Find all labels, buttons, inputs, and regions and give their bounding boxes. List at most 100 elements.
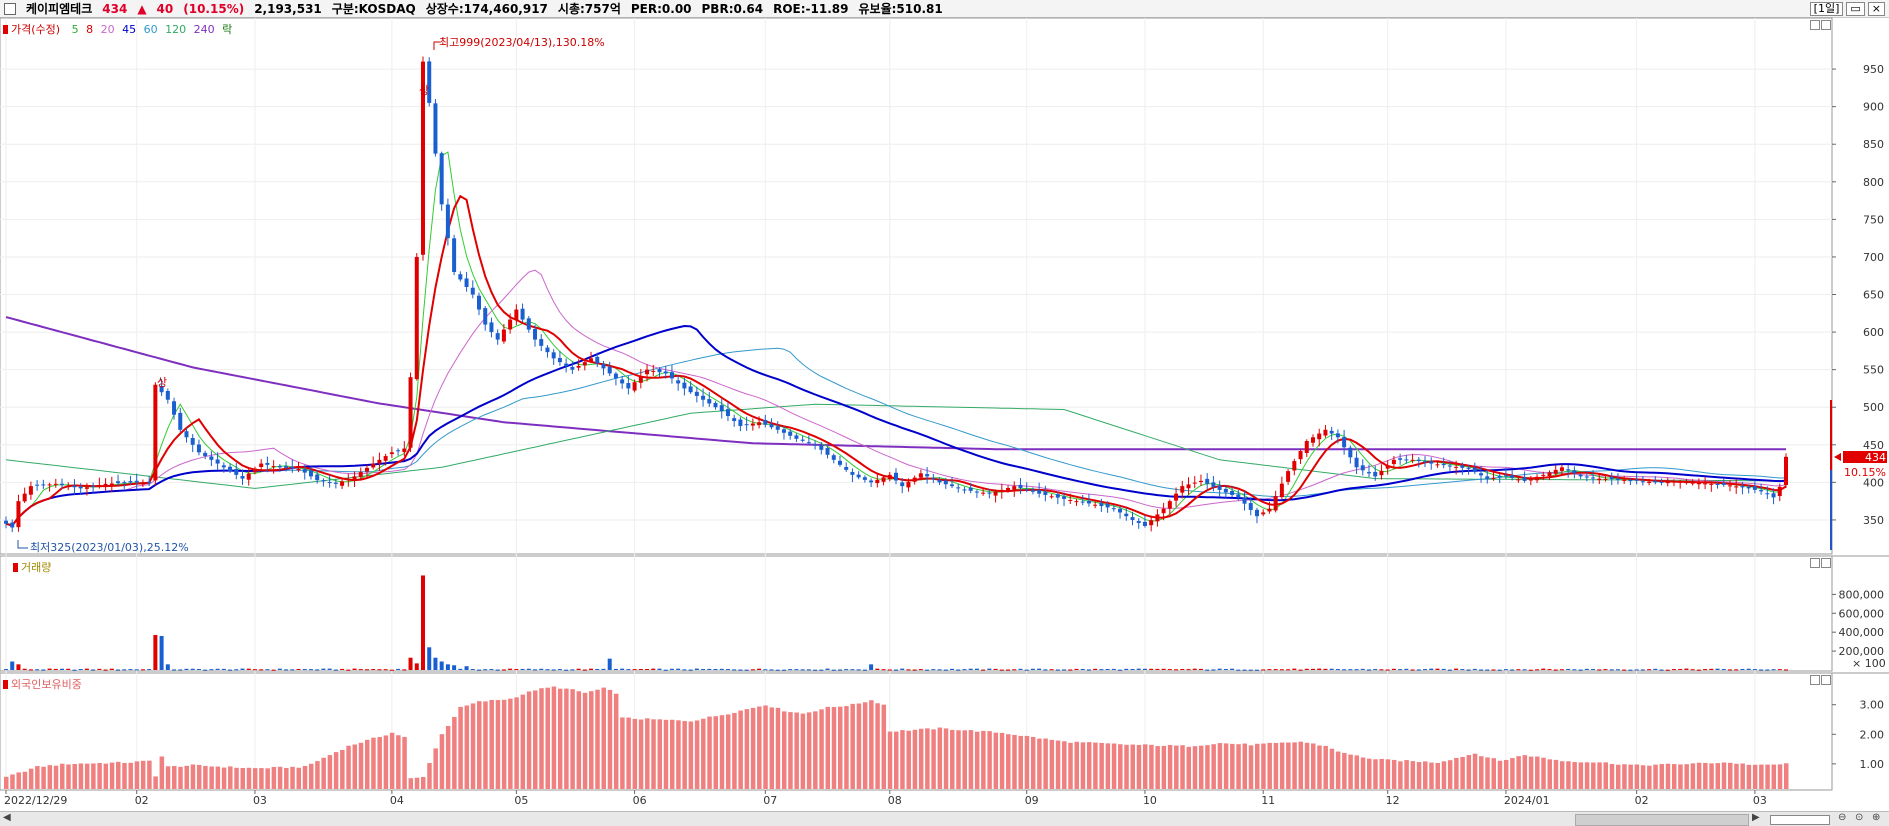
candle-body — [620, 379, 625, 384]
high-arrow-icon — [433, 41, 440, 50]
foreign-ratio-bar — [732, 712, 737, 789]
zoom-reset-icon[interactable]: ⊙ — [1855, 812, 1864, 823]
pbr-value: PBR:0.64 — [701, 1, 764, 16]
volume-bar — [806, 669, 811, 671]
panel-close-icon[interactable] — [1821, 558, 1831, 568]
foreign-ratio-bar — [875, 703, 880, 789]
volume-bar — [1584, 668, 1589, 670]
foreign-ratio-bar — [1068, 742, 1073, 789]
volume-bar — [1161, 668, 1166, 670]
volume-bar — [53, 668, 58, 670]
volume-bar — [663, 669, 668, 671]
candle-body — [682, 382, 687, 389]
candle-body — [1615, 478, 1620, 480]
zoom-slider[interactable] — [1770, 815, 1830, 825]
close-icon[interactable]: × — [1867, 2, 1885, 16]
foreign-ratio-bar — [912, 729, 918, 789]
volume-bar — [84, 668, 89, 670]
candle-body — [1080, 501, 1085, 503]
scroll-left-icon[interactable]: ◀ — [3, 812, 11, 823]
scroll-right-icon[interactable]: ▶ — [1752, 812, 1760, 823]
volume-bar — [875, 668, 880, 670]
volume-bar — [190, 668, 195, 670]
candle-body — [1398, 458, 1403, 460]
foreign-ratio-bar — [1006, 734, 1011, 789]
volume-bar — [1746, 668, 1751, 670]
foreign-ratio-bar — [47, 765, 53, 789]
volume-bar — [1647, 669, 1652, 671]
foreign-ratio-bar — [981, 730, 986, 789]
foreign-ratio-bar — [122, 762, 127, 789]
volume-bar — [1124, 668, 1129, 670]
volume-bar — [265, 669, 270, 671]
candle-body — [1043, 491, 1048, 495]
foreign-ratio-bar — [1398, 761, 1403, 789]
y-tick-label: 550 — [1863, 364, 1884, 377]
foreign-ratio-bar — [1149, 744, 1154, 789]
volume-bar — [894, 669, 898, 671]
foreign-ratio-bar — [1678, 764, 1683, 789]
volume-bar — [744, 669, 749, 671]
foreign-ratio-bar — [1310, 743, 1316, 789]
candle-body — [396, 450, 401, 452]
panel-minimize-icon[interactable] — [1810, 675, 1820, 685]
panel-minimize-icon[interactable] — [1810, 20, 1820, 30]
foreign-ratio-bar — [1690, 763, 1696, 789]
candle-body — [327, 482, 332, 484]
restore-icon[interactable]: ▭ — [1846, 2, 1865, 16]
candle-body — [1298, 451, 1303, 460]
volume-bar — [1254, 669, 1259, 671]
foreign-ratio-bar — [1510, 758, 1515, 789]
panel-close-icon[interactable] — [1821, 20, 1831, 30]
candle-body — [72, 485, 77, 488]
candle-body — [906, 481, 911, 488]
x-tick-label: 10 — [1143, 794, 1157, 807]
candle-body — [178, 412, 183, 430]
y-tick-label: 2.00 — [1860, 728, 1885, 741]
foreign-ratio-bar — [302, 765, 308, 789]
scroll-thumb[interactable] — [1575, 814, 1749, 826]
candle-body — [246, 473, 251, 480]
panel-minimize-icon[interactable] — [1810, 558, 1820, 568]
candle-body — [894, 472, 898, 481]
foreign-ratio-bar — [433, 748, 438, 789]
volume-bar — [1765, 669, 1770, 671]
candle-body — [1099, 503, 1104, 507]
foreign-ratio-bar — [159, 756, 165, 789]
zoom-in-icon[interactable]: ⊕ — [1872, 812, 1881, 823]
candle-body — [1385, 465, 1390, 469]
foreign-ratio-bar — [750, 707, 756, 789]
header-checkbox[interactable] — [4, 2, 16, 15]
volume-bar — [340, 668, 345, 670]
candle-body — [1323, 429, 1328, 436]
volume-bar — [252, 669, 257, 671]
volume-bar — [1086, 669, 1091, 671]
volume-bar — [1198, 668, 1203, 670]
foreign-ratio-bar — [825, 706, 831, 789]
volume-bar — [414, 663, 419, 670]
period-button[interactable]: [1일] — [1809, 2, 1844, 16]
candle-body — [738, 419, 743, 427]
panel-close-icon[interactable] — [1821, 675, 1831, 685]
candle-body — [732, 418, 737, 422]
ma20-line — [5, 269, 1787, 527]
candle-body — [918, 473, 923, 478]
candle-body — [1497, 475, 1502, 478]
volume-bar — [601, 668, 606, 670]
foreign-ratio-bar — [788, 712, 793, 789]
foreign-ratio-bar — [147, 760, 152, 789]
volume-bar — [1441, 668, 1446, 670]
volume-bars — [4, 575, 1788, 671]
foreign-ratio-bar — [1279, 742, 1285, 789]
candle-body — [1130, 517, 1135, 520]
candle-body — [277, 466, 282, 468]
scroll-bar[interactable]: ◀ ▶ ⊖ ⊙ ⊕ — [0, 811, 1889, 826]
foreign-ratio-bar — [1155, 746, 1160, 789]
y-axis-ticks: 350 400 450 500 550 600 650 700 750 800 850 900 950 2… — [1832, 63, 1884, 771]
zoom-out-icon[interactable]: ⊖ — [1838, 812, 1847, 823]
foreign-ratio-bar — [1223, 743, 1229, 789]
candle-body — [464, 278, 469, 287]
volume-bar — [1690, 669, 1695, 671]
foreign-ratio-bar — [470, 703, 476, 789]
